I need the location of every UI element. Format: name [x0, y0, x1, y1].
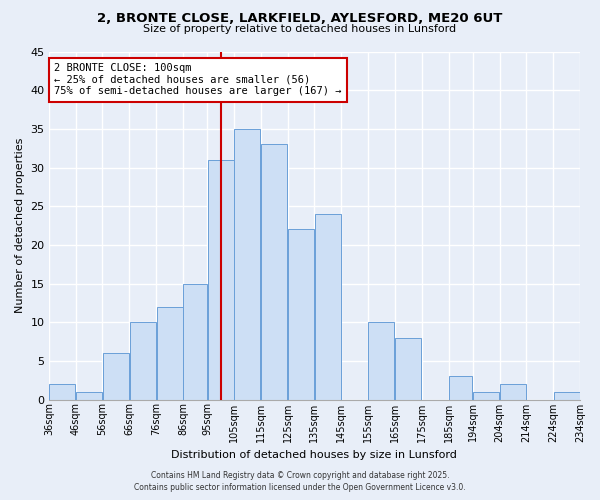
- Bar: [184, 284, 207, 400]
- Y-axis label: Number of detached properties: Number of detached properties: [15, 138, 25, 313]
- Bar: [103, 353, 129, 400]
- Bar: [395, 338, 421, 400]
- X-axis label: Distribution of detached houses by size in Lunsford: Distribution of detached houses by size …: [172, 450, 457, 460]
- Bar: [208, 160, 233, 400]
- Bar: [261, 144, 287, 400]
- Bar: [449, 376, 472, 400]
- Bar: [368, 322, 394, 400]
- Bar: [235, 129, 260, 400]
- Bar: [157, 306, 182, 400]
- Text: Contains HM Land Registry data © Crown copyright and database right 2025.
Contai: Contains HM Land Registry data © Crown c…: [134, 471, 466, 492]
- Text: 2 BRONTE CLOSE: 100sqm
← 25% of detached houses are smaller (56)
75% of semi-det: 2 BRONTE CLOSE: 100sqm ← 25% of detached…: [54, 63, 342, 96]
- Bar: [500, 384, 526, 400]
- Bar: [288, 230, 314, 400]
- Text: 2, BRONTE CLOSE, LARKFIELD, AYLESFORD, ME20 6UT: 2, BRONTE CLOSE, LARKFIELD, AYLESFORD, M…: [97, 12, 503, 26]
- Bar: [76, 392, 102, 400]
- Bar: [554, 392, 580, 400]
- Bar: [130, 322, 156, 400]
- Bar: [49, 384, 75, 400]
- Bar: [473, 392, 499, 400]
- Text: Size of property relative to detached houses in Lunsford: Size of property relative to detached ho…: [143, 24, 457, 34]
- Bar: [315, 214, 341, 400]
